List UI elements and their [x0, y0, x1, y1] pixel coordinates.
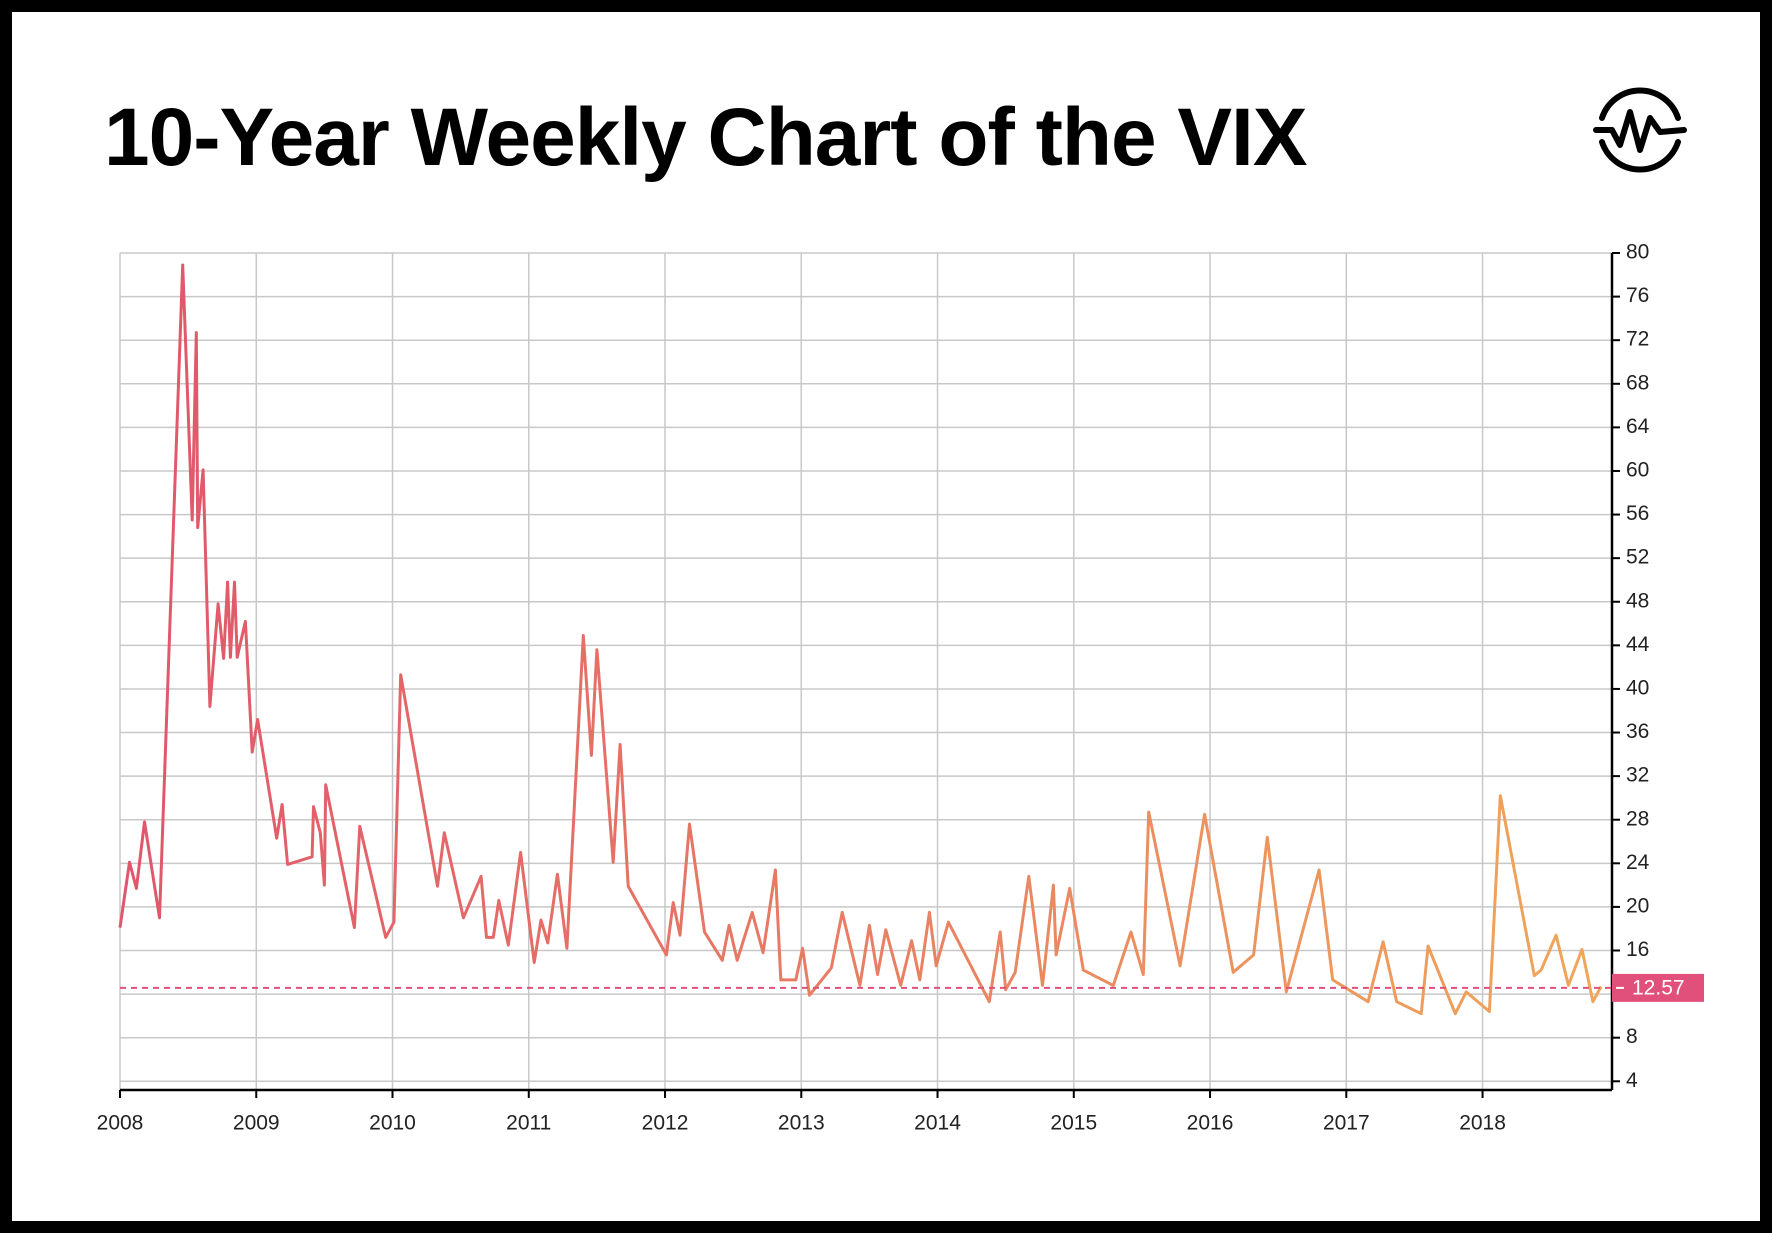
- y-tick-label: 68: [1626, 371, 1649, 394]
- y-tick-label: 44: [1626, 633, 1650, 656]
- frame: [12, 12, 1760, 1221]
- y-tick-label: 56: [1626, 502, 1649, 525]
- y-tick-label: 64: [1626, 415, 1650, 438]
- x-tick-label: 2012: [642, 1112, 689, 1135]
- y-tick-label: 8: [1626, 1025, 1638, 1048]
- y-tick-label: 40: [1626, 676, 1649, 699]
- y-tick-label: 36: [1626, 720, 1649, 743]
- x-tick-label: 2009: [233, 1112, 280, 1135]
- x-tick-label: 2013: [778, 1112, 825, 1135]
- x-tick-label: 2015: [1050, 1112, 1097, 1135]
- y-tick-label: 48: [1626, 589, 1649, 612]
- x-tick-label: 2008: [97, 1112, 144, 1135]
- y-tick-label: 72: [1626, 328, 1649, 351]
- x-tick-label: 2011: [506, 1112, 551, 1135]
- reference-label-box: [1612, 973, 1704, 1002]
- reference-label: 12.57: [1632, 976, 1685, 999]
- y-tick-label: 16: [1626, 938, 1649, 961]
- x-tick-label: 2014: [914, 1112, 961, 1135]
- y-tick-label: 76: [1626, 284, 1649, 307]
- x-tick-label: 2016: [1187, 1112, 1234, 1135]
- y-tick-label: 80: [1626, 241, 1649, 264]
- y-tick-label: 28: [1626, 807, 1649, 830]
- logo: [1593, 87, 1687, 173]
- x-tick-label: 2017: [1323, 1112, 1370, 1135]
- vix-line: [118, 263, 1603, 1016]
- x-tick-label: 2010: [369, 1112, 416, 1135]
- y-tick-label: 52: [1626, 546, 1649, 569]
- y-tick-label: 60: [1626, 459, 1649, 482]
- chart-title: 10-Year Weekly Chart of the VIX: [104, 92, 1307, 183]
- y-tick-label: 24: [1626, 851, 1650, 874]
- y-tick-label: 4: [1626, 1069, 1638, 1092]
- y-tick-label: 32: [1626, 764, 1649, 787]
- x-tick-label: 2018: [1459, 1112, 1506, 1135]
- y-tick-label: 20: [1626, 894, 1649, 917]
